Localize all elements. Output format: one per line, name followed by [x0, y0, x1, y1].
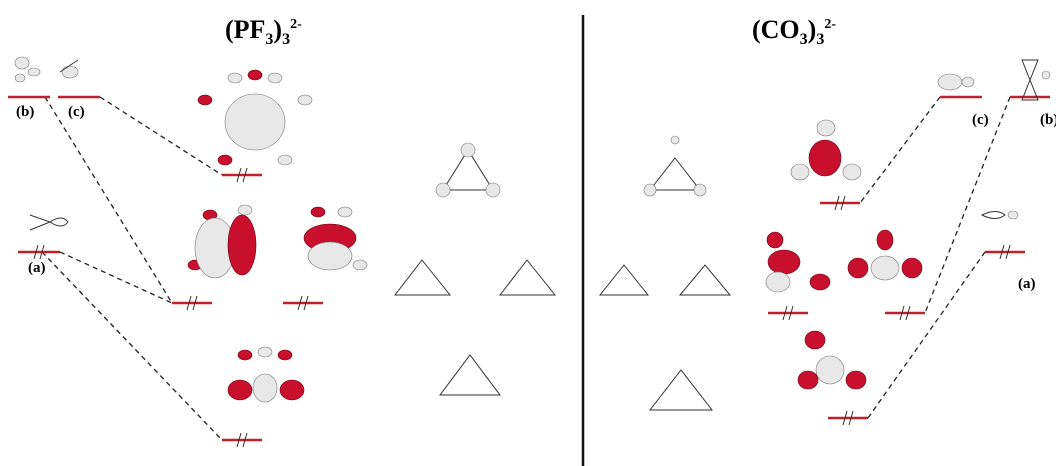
ligand-lobe	[311, 207, 325, 217]
ligand-lobe	[298, 95, 312, 105]
label-a: (a)	[1018, 276, 1036, 292]
page: {"left_panel": {"title": ["(PF", "3", ")…	[0, 0, 1056, 466]
ligand-lobe	[228, 73, 242, 83]
ligand-lobe	[278, 155, 292, 165]
label-b: (b)	[16, 104, 34, 120]
label-a: (a)	[28, 260, 46, 276]
ligand-lobe	[248, 70, 262, 80]
ligand-lobe	[218, 155, 232, 165]
ligand-lobe	[338, 207, 352, 217]
ligand-lobe	[238, 205, 252, 215]
label-c: (c)	[972, 112, 989, 128]
structures	[395, 136, 730, 410]
molecular-orbitals	[188, 70, 922, 402]
figure: (PF3)32- (CO3)32- (b) (c) (a) (c) (b) (a…	[0, 0, 1056, 466]
ligand-lobe	[278, 350, 292, 360]
label-b: (b)	[1040, 112, 1056, 128]
ligand-lobe	[198, 95, 212, 105]
ligand-lobe	[268, 73, 282, 83]
right-title: (CO3)32-	[752, 15, 836, 48]
fragment-orbitals	[15, 57, 1050, 230]
label-c: (c)	[68, 104, 85, 120]
ligand-lobe	[353, 260, 367, 270]
ligand-lobe	[238, 350, 252, 360]
left-title: (PF3)32-	[225, 15, 302, 48]
ligand-lobe	[258, 347, 272, 357]
